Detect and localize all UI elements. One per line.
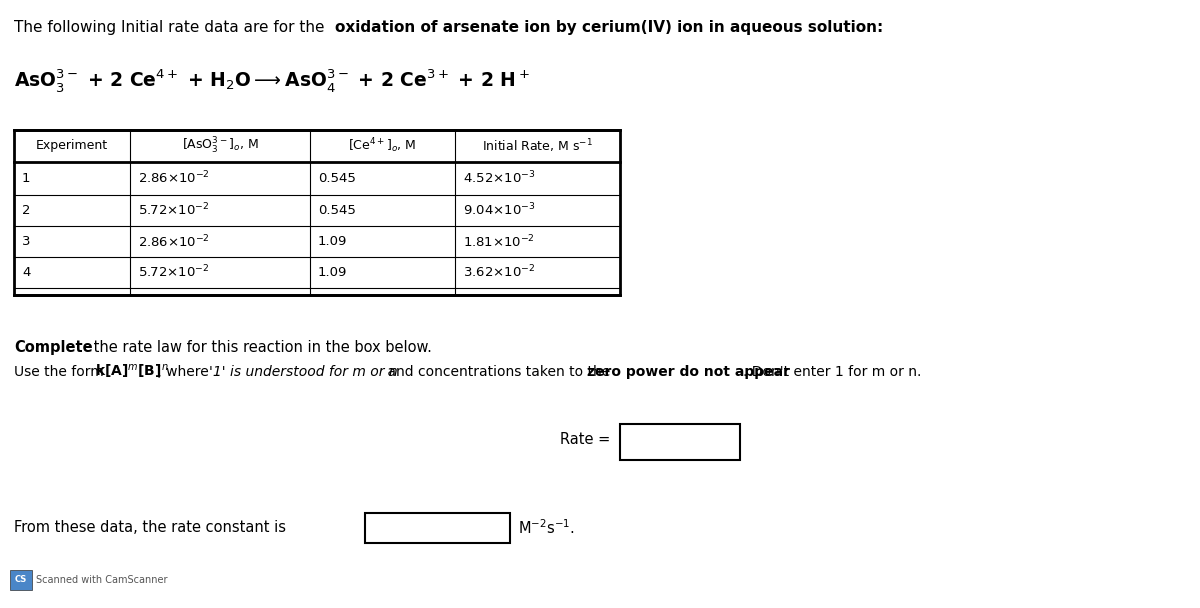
Text: 2.86$\times$10$^{-2}$: 2.86$\times$10$^{-2}$ [138, 170, 210, 187]
Text: 5.72$\times$10$^{-2}$: 5.72$\times$10$^{-2}$ [138, 264, 209, 281]
Text: 0.545: 0.545 [318, 172, 356, 185]
Text: 9.04$\times$10$^{-3}$: 9.04$\times$10$^{-3}$ [463, 202, 535, 219]
Text: [AsO$_3^{3-}$]$_o$, M: [AsO$_3^{3-}$]$_o$, M [181, 136, 258, 156]
Text: 3: 3 [22, 235, 30, 248]
Bar [365, 513, 510, 543]
Text: 2.86$\times$10$^{-2}$: 2.86$\times$10$^{-2}$ [138, 233, 210, 250]
Text: 4: 4 [22, 266, 30, 279]
Text: Use the form: Use the form [14, 365, 108, 379]
Text: . Don't enter 1 for m or n.: . Don't enter 1 for m or n. [744, 365, 922, 379]
Text: '1' is understood for m or n: '1' is understood for m or n [209, 365, 397, 379]
Text: From these data, the rate constant is: From these data, the rate constant is [14, 520, 286, 536]
Text: 3.62$\times$10$^{-2}$: 3.62$\times$10$^{-2}$ [463, 264, 535, 281]
Text: Initial Rate, M s$^{-1}$: Initial Rate, M s$^{-1}$ [482, 137, 593, 155]
Text: CS: CS [14, 576, 28, 584]
Text: oxidation of arsenate ion by cerium(IV) ion in aqueous solution:: oxidation of arsenate ion by cerium(IV) … [335, 20, 883, 35]
Text: 1.09: 1.09 [318, 235, 347, 248]
Text: The following Initial rate data are for the: The following Initial rate data are for … [14, 20, 329, 35]
Text: 1: 1 [22, 172, 30, 185]
Text: M$^{-2}$s$^{-1}$.: M$^{-2}$s$^{-1}$. [518, 519, 575, 537]
Text: zero power do not appear: zero power do not appear [587, 365, 790, 379]
Text: [Ce$^{4+}$]$_o$, M: [Ce$^{4+}$]$_o$, M [348, 137, 416, 156]
Text: 5.72$\times$10$^{-2}$: 5.72$\times$10$^{-2}$ [138, 202, 209, 219]
Text: the rate law for this reaction in the box below.: the rate law for this reaction in the bo… [89, 340, 432, 355]
Text: 1.09: 1.09 [318, 266, 347, 279]
Text: and concentrations taken to the: and concentrations taken to the [383, 365, 614, 379]
Bar [14, 130, 620, 295]
Text: k[A]$^m$[B]$^n$: k[A]$^m$[B]$^n$ [95, 362, 168, 381]
Bar [10, 570, 32, 590]
Text: Rate =: Rate = [559, 432, 610, 447]
Text: 2: 2 [22, 204, 30, 217]
Text: , where: , where [154, 365, 214, 379]
Text: 1.81$\times$10$^{-2}$: 1.81$\times$10$^{-2}$ [463, 233, 535, 250]
Text: Scanned with CamScanner: Scanned with CamScanner [36, 575, 168, 585]
Text: 0.545: 0.545 [318, 204, 356, 217]
Text: Experiment: Experiment [36, 139, 108, 153]
Text: Complete: Complete [14, 340, 92, 355]
Bar [620, 424, 740, 460]
Text: 4.52$\times$10$^{-3}$: 4.52$\times$10$^{-3}$ [463, 170, 535, 187]
Text: AsO$_3^{3-}$ + 2 Ce$^{4+}$ + H$_2$O$\longrightarrow$AsO$_4^{3-}$ + 2 Ce$^{3+}$ +: AsO$_3^{3-}$ + 2 Ce$^{4+}$ + H$_2$O$\lon… [14, 66, 529, 94]
